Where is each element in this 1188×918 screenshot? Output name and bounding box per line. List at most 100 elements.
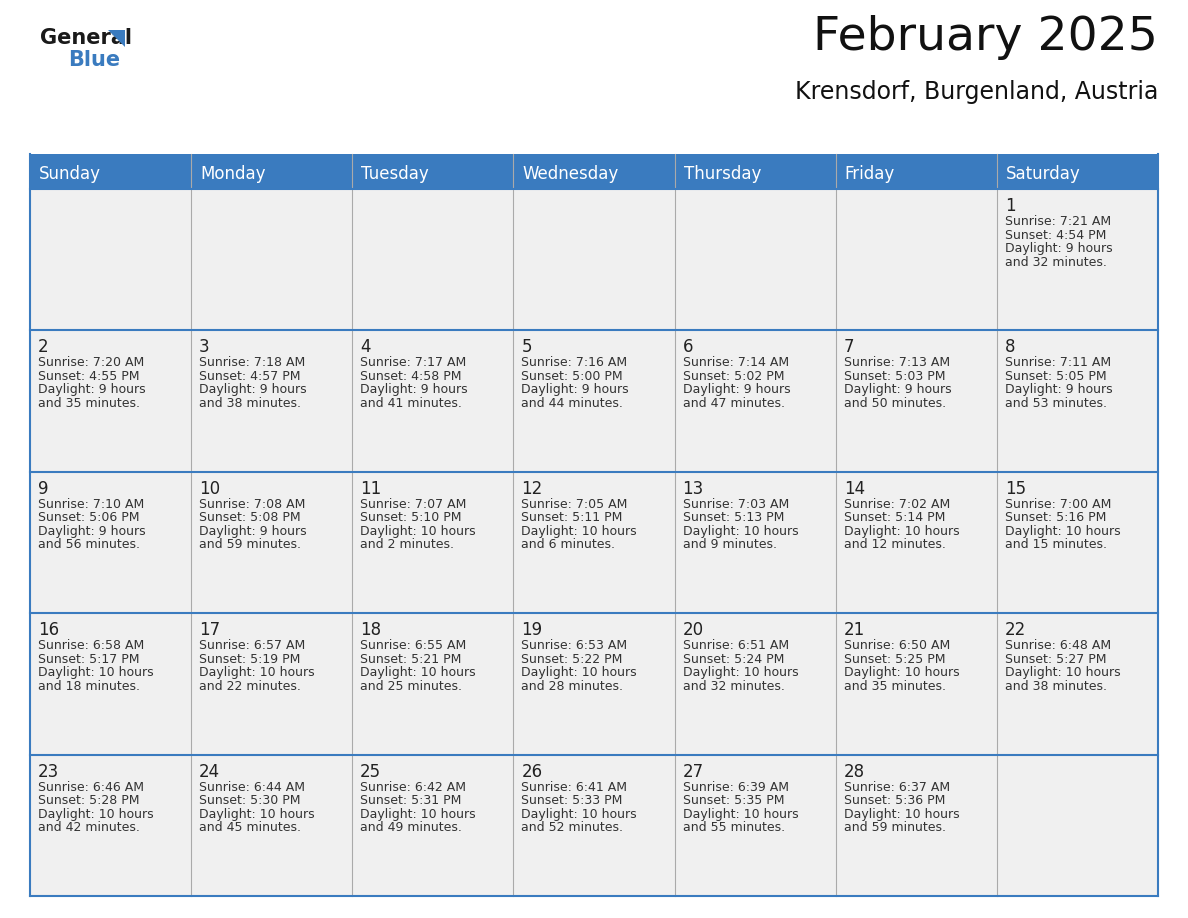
Text: and 53 minutes.: and 53 minutes. bbox=[1005, 397, 1107, 410]
Text: and 32 minutes.: and 32 minutes. bbox=[1005, 255, 1107, 269]
Text: and 12 minutes.: and 12 minutes. bbox=[843, 538, 946, 552]
Text: Sunset: 5:35 PM: Sunset: 5:35 PM bbox=[683, 794, 784, 807]
Text: 28: 28 bbox=[843, 763, 865, 780]
Text: Sunrise: 7:13 AM: Sunrise: 7:13 AM bbox=[843, 356, 950, 369]
Text: Sunrise: 7:17 AM: Sunrise: 7:17 AM bbox=[360, 356, 467, 369]
Text: Sunset: 5:21 PM: Sunset: 5:21 PM bbox=[360, 653, 461, 666]
Text: 12: 12 bbox=[522, 480, 543, 498]
Text: Sunrise: 7:11 AM: Sunrise: 7:11 AM bbox=[1005, 356, 1111, 369]
Text: 8: 8 bbox=[1005, 339, 1016, 356]
Text: and 35 minutes.: and 35 minutes. bbox=[843, 679, 946, 693]
Bar bbox=[30, 154, 1158, 896]
Text: Sunday: Sunday bbox=[39, 164, 101, 183]
Text: Sunrise: 6:58 AM: Sunrise: 6:58 AM bbox=[38, 639, 144, 652]
Text: 18: 18 bbox=[360, 621, 381, 639]
Text: Sunset: 5:11 PM: Sunset: 5:11 PM bbox=[522, 511, 623, 524]
Text: Sunrise: 7:14 AM: Sunrise: 7:14 AM bbox=[683, 356, 789, 369]
Text: and 2 minutes.: and 2 minutes. bbox=[360, 538, 454, 552]
Polygon shape bbox=[108, 30, 125, 47]
Text: 17: 17 bbox=[198, 621, 220, 639]
Text: and 41 minutes.: and 41 minutes. bbox=[360, 397, 462, 410]
Text: Daylight: 9 hours: Daylight: 9 hours bbox=[38, 384, 145, 397]
Text: and 6 minutes.: and 6 minutes. bbox=[522, 538, 615, 552]
Text: and 35 minutes.: and 35 minutes. bbox=[38, 397, 140, 410]
Text: 26: 26 bbox=[522, 763, 543, 780]
Text: Sunrise: 7:20 AM: Sunrise: 7:20 AM bbox=[38, 356, 144, 369]
Text: Daylight: 10 hours: Daylight: 10 hours bbox=[522, 808, 637, 821]
Text: Sunset: 5:08 PM: Sunset: 5:08 PM bbox=[198, 511, 301, 524]
Text: and 15 minutes.: and 15 minutes. bbox=[1005, 538, 1107, 552]
Text: 7: 7 bbox=[843, 339, 854, 356]
Text: Daylight: 9 hours: Daylight: 9 hours bbox=[198, 525, 307, 538]
Text: and 52 minutes.: and 52 minutes. bbox=[522, 821, 624, 834]
Text: Sunset: 4:55 PM: Sunset: 4:55 PM bbox=[38, 370, 139, 383]
Text: Sunrise: 7:21 AM: Sunrise: 7:21 AM bbox=[1005, 215, 1111, 228]
Text: Sunset: 5:06 PM: Sunset: 5:06 PM bbox=[38, 511, 139, 524]
Text: Sunset: 5:16 PM: Sunset: 5:16 PM bbox=[1005, 511, 1106, 524]
Text: and 45 minutes.: and 45 minutes. bbox=[198, 821, 301, 834]
Text: Sunset: 5:22 PM: Sunset: 5:22 PM bbox=[522, 653, 623, 666]
Text: and 49 minutes.: and 49 minutes. bbox=[360, 821, 462, 834]
Text: 20: 20 bbox=[683, 621, 703, 639]
Text: 11: 11 bbox=[360, 480, 381, 498]
Text: Daylight: 10 hours: Daylight: 10 hours bbox=[1005, 666, 1120, 679]
Text: Sunset: 5:19 PM: Sunset: 5:19 PM bbox=[198, 653, 301, 666]
Text: and 38 minutes.: and 38 minutes. bbox=[1005, 679, 1107, 693]
Text: Sunrise: 6:46 AM: Sunrise: 6:46 AM bbox=[38, 780, 144, 793]
Text: Daylight: 10 hours: Daylight: 10 hours bbox=[198, 808, 315, 821]
Text: Saturday: Saturday bbox=[1006, 164, 1081, 183]
Text: Sunset: 5:03 PM: Sunset: 5:03 PM bbox=[843, 370, 946, 383]
Text: Sunset: 5:13 PM: Sunset: 5:13 PM bbox=[683, 511, 784, 524]
Text: 14: 14 bbox=[843, 480, 865, 498]
Text: Sunset: 5:33 PM: Sunset: 5:33 PM bbox=[522, 794, 623, 807]
Text: Sunset: 5:05 PM: Sunset: 5:05 PM bbox=[1005, 370, 1107, 383]
Text: and 59 minutes.: and 59 minutes. bbox=[198, 538, 301, 552]
Text: Daylight: 9 hours: Daylight: 9 hours bbox=[360, 384, 468, 397]
Text: Sunrise: 7:16 AM: Sunrise: 7:16 AM bbox=[522, 356, 627, 369]
Text: Sunrise: 7:05 AM: Sunrise: 7:05 AM bbox=[522, 498, 627, 510]
Text: Daylight: 10 hours: Daylight: 10 hours bbox=[360, 525, 475, 538]
Text: Sunset: 5:30 PM: Sunset: 5:30 PM bbox=[198, 794, 301, 807]
Text: Sunset: 5:10 PM: Sunset: 5:10 PM bbox=[360, 511, 462, 524]
Text: Sunrise: 7:10 AM: Sunrise: 7:10 AM bbox=[38, 498, 144, 510]
Text: Daylight: 10 hours: Daylight: 10 hours bbox=[38, 808, 153, 821]
Text: and 25 minutes.: and 25 minutes. bbox=[360, 679, 462, 693]
Text: and 22 minutes.: and 22 minutes. bbox=[198, 679, 301, 693]
Text: 9: 9 bbox=[38, 480, 49, 498]
Bar bbox=[30, 154, 1158, 189]
Text: and 44 minutes.: and 44 minutes. bbox=[522, 397, 624, 410]
Text: Daylight: 10 hours: Daylight: 10 hours bbox=[198, 666, 315, 679]
Text: Sunrise: 6:42 AM: Sunrise: 6:42 AM bbox=[360, 780, 466, 793]
Text: Daylight: 10 hours: Daylight: 10 hours bbox=[360, 808, 475, 821]
Text: Daylight: 10 hours: Daylight: 10 hours bbox=[683, 666, 798, 679]
Text: and 9 minutes.: and 9 minutes. bbox=[683, 538, 777, 552]
Text: Daylight: 10 hours: Daylight: 10 hours bbox=[522, 666, 637, 679]
Text: Sunrise: 6:48 AM: Sunrise: 6:48 AM bbox=[1005, 639, 1111, 652]
Text: Sunrise: 7:07 AM: Sunrise: 7:07 AM bbox=[360, 498, 467, 510]
Text: Daylight: 9 hours: Daylight: 9 hours bbox=[1005, 242, 1113, 255]
Text: Daylight: 10 hours: Daylight: 10 hours bbox=[843, 666, 960, 679]
Text: Sunrise: 6:44 AM: Sunrise: 6:44 AM bbox=[198, 780, 305, 793]
Text: Sunset: 5:27 PM: Sunset: 5:27 PM bbox=[1005, 653, 1106, 666]
Text: Sunrise: 6:51 AM: Sunrise: 6:51 AM bbox=[683, 639, 789, 652]
Text: Daylight: 9 hours: Daylight: 9 hours bbox=[38, 525, 145, 538]
Text: Sunset: 5:24 PM: Sunset: 5:24 PM bbox=[683, 653, 784, 666]
Text: Sunrise: 6:37 AM: Sunrise: 6:37 AM bbox=[843, 780, 950, 793]
Text: 23: 23 bbox=[38, 763, 59, 780]
Text: and 18 minutes.: and 18 minutes. bbox=[38, 679, 140, 693]
Text: Sunrise: 6:41 AM: Sunrise: 6:41 AM bbox=[522, 780, 627, 793]
Text: Tuesday: Tuesday bbox=[361, 164, 429, 183]
Text: and 56 minutes.: and 56 minutes. bbox=[38, 538, 140, 552]
Text: and 42 minutes.: and 42 minutes. bbox=[38, 821, 139, 834]
Text: Thursday: Thursday bbox=[683, 164, 762, 183]
Text: 22: 22 bbox=[1005, 621, 1026, 639]
Text: Daylight: 10 hours: Daylight: 10 hours bbox=[843, 808, 960, 821]
Text: Krensdorf, Burgenland, Austria: Krensdorf, Burgenland, Austria bbox=[795, 80, 1158, 104]
Text: Sunrise: 6:57 AM: Sunrise: 6:57 AM bbox=[198, 639, 305, 652]
Text: Sunset: 5:02 PM: Sunset: 5:02 PM bbox=[683, 370, 784, 383]
Text: 5: 5 bbox=[522, 339, 532, 356]
Text: Sunset: 5:00 PM: Sunset: 5:00 PM bbox=[522, 370, 623, 383]
Text: 27: 27 bbox=[683, 763, 703, 780]
Text: and 32 minutes.: and 32 minutes. bbox=[683, 679, 784, 693]
Text: Sunrise: 7:02 AM: Sunrise: 7:02 AM bbox=[843, 498, 950, 510]
